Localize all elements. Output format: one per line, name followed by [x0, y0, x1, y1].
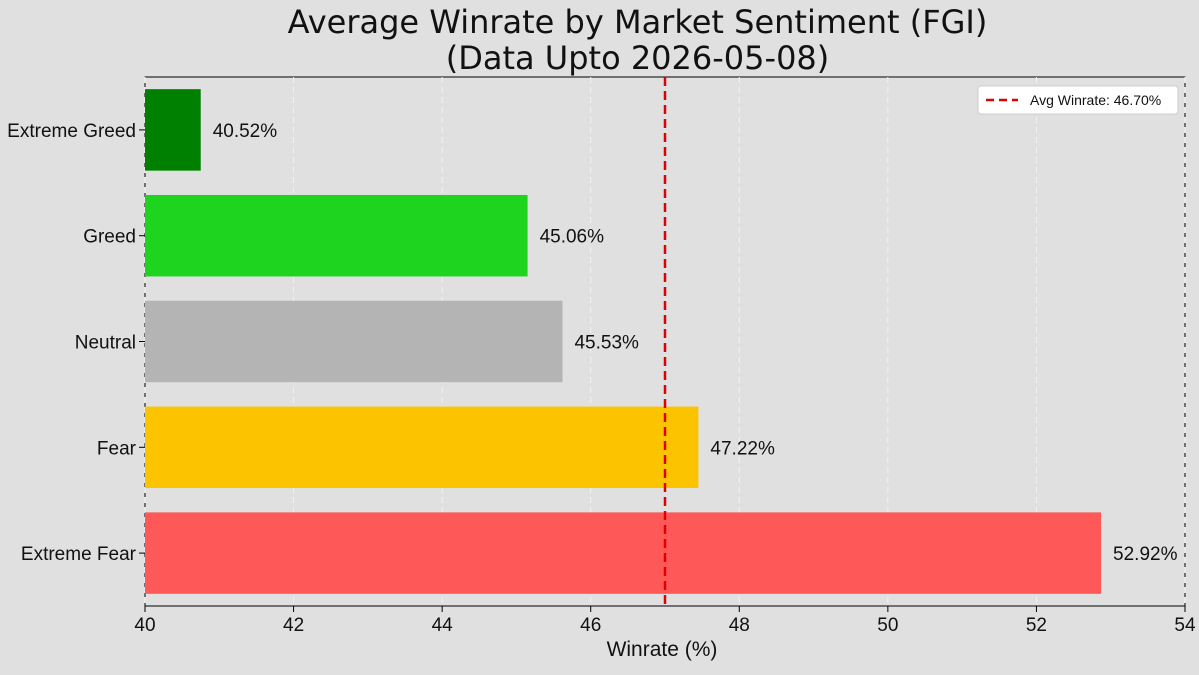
bar-value-label: 47.22% [710, 438, 775, 459]
y-category-label: Greed [83, 227, 136, 248]
x-tick-label: 42 [283, 615, 304, 636]
legend: Avg Winrate: 46.70% [977, 85, 1179, 115]
y-axis-categories: Extreme Greed Greed Neutral Fear Extreme Fea… [7, 121, 145, 565]
bar [145, 194, 528, 277]
bar-value-label: 45.06% [540, 227, 605, 248]
bar [145, 512, 1102, 594]
x-tick-label: 50 [877, 615, 898, 636]
bar [145, 300, 563, 383]
x-tick-label: 52 [1026, 615, 1047, 636]
legend-box [977, 85, 1179, 115]
x-tick-label: 44 [432, 615, 454, 636]
bar-value-label: 40.52% [213, 121, 278, 142]
chart-title-line-1: Average Winrate by Market Sentiment (FGI… [287, 3, 988, 41]
bar [145, 406, 699, 489]
legend-label: Avg Winrate: 46.70% [1030, 92, 1161, 108]
bars-group: 40.52% 45.06% 45.53% 47.22% 52.92% [145, 89, 1178, 594]
chart-title: Average Winrate by Market Sentiment (FGI… [0, 4, 1199, 76]
x-axis-ticks: 40 42 44 46 48 50 52 54 [134, 606, 1196, 636]
bar-value-label: 45.53% [574, 333, 639, 354]
y-category-label: Fear [97, 438, 137, 459]
y-category-label: Extreme Greed [7, 121, 136, 142]
chart-title-line-2: (Data Upto 2026-05-08) [445, 39, 830, 77]
bar [145, 89, 201, 171]
x-tick-label: 46 [580, 615, 601, 636]
x-tick-label: 54 [1174, 615, 1196, 636]
y-category-label: Neutral [75, 333, 136, 354]
x-axis-title: Winrate (%) [607, 638, 718, 661]
x-tick-label: 40 [134, 615, 155, 636]
bar-value-label: 52.92% [1113, 544, 1178, 565]
y-category-label: Extreme Fear [21, 544, 137, 565]
x-tick-label: 48 [729, 615, 750, 636]
